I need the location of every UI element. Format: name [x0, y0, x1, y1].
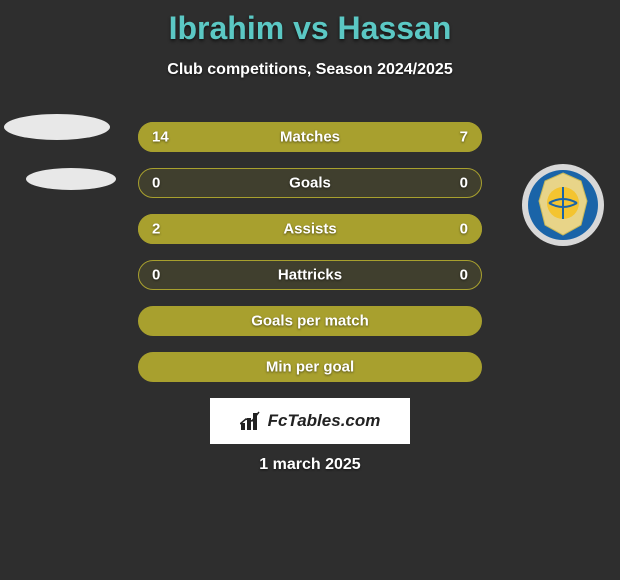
- stat-row: Goals per match: [138, 306, 482, 336]
- stat-label: Goals per match: [251, 313, 369, 330]
- placeholder-ellipse-1: [4, 114, 110, 140]
- stat-value-right: 7: [460, 129, 468, 146]
- club-crest-icon: [521, 163, 605, 247]
- player-left-badge: [12, 110, 102, 200]
- stats-panel: 14 7 Matches 0 0 Goals 2 0 Assists 0 0 Hattricks Goa…: [138, 122, 482, 398]
- stat-row: 0 0 Hattricks: [138, 260, 482, 290]
- page-title: Ibrahim vs Hassan: [0, 0, 620, 47]
- stat-row: 0 0 Goals: [138, 168, 482, 198]
- stat-label: Min per goal: [266, 359, 354, 376]
- stat-row: 14 7 Matches: [138, 122, 482, 152]
- subtitle: Club competitions, Season 2024/2025: [0, 61, 620, 79]
- stat-label: Matches: [280, 129, 340, 146]
- comparison-card: Ibrahim vs Hassan Club competitions, Sea…: [0, 0, 620, 580]
- stat-value-left: 0: [152, 175, 160, 192]
- player-right-badge: [518, 160, 608, 250]
- watermark-text: FcTables.com: [268, 411, 381, 431]
- chart-icon: [240, 411, 262, 431]
- stat-label: Hattricks: [278, 267, 342, 284]
- stat-value-left: 2: [152, 221, 160, 238]
- stat-value-right: 0: [460, 221, 468, 238]
- stat-value-right: 0: [460, 267, 468, 284]
- stat-value-left: 14: [152, 129, 169, 146]
- watermark: FcTables.com: [210, 398, 410, 444]
- date-label: 1 march 2025: [259, 456, 360, 474]
- stat-row: 2 0 Assists: [138, 214, 482, 244]
- stat-value-right: 0: [460, 175, 468, 192]
- stat-value-left: 0: [152, 267, 160, 284]
- stat-row: Min per goal: [138, 352, 482, 382]
- stat-label: Goals: [289, 175, 331, 192]
- stat-label: Assists: [283, 221, 336, 238]
- placeholder-ellipse-2: [26, 168, 116, 190]
